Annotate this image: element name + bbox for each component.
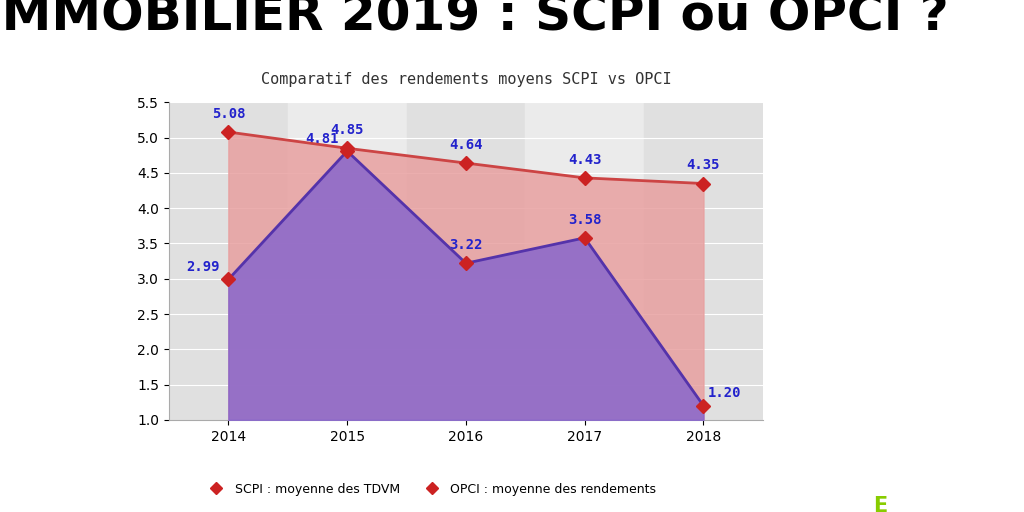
Text: 3.58: 3.58: [568, 212, 601, 227]
Text: 4.35: 4.35: [687, 158, 720, 173]
Text: 4.81: 4.81: [305, 132, 339, 145]
Bar: [525, 102, 644, 420]
Text: IMMOBILIER 2019 : SCPI ou OPCI ?: IMMOBILIER 2019 : SCPI ou OPCI ?: [0, 0, 949, 41]
Text: de: de: [794, 494, 812, 509]
Bar: [644, 102, 763, 420]
Text: 2.99: 2.99: [186, 260, 220, 274]
Text: Comparatif des rendements moyens SCPI vs OPCI: Comparatif des rendements moyens SCPI vs…: [260, 72, 672, 87]
Text: 3.22: 3.22: [450, 238, 482, 252]
Text: PARGNE: PARGNE: [899, 496, 993, 512]
Legend: SCPI : moyenne des TDVM, OPCI : moyenne des rendements: SCPI : moyenne des TDVM, OPCI : moyenne …: [199, 478, 662, 501]
Text: FranceTransactions.com: FranceTransactions.com: [911, 474, 995, 480]
Text: 1.20: 1.20: [708, 386, 741, 400]
Bar: [169, 102, 288, 420]
Bar: [288, 102, 407, 420]
Text: 4.43: 4.43: [568, 153, 601, 167]
Text: E: E: [873, 496, 888, 512]
Text: INDEPENDANT: INDEPENDANT: [794, 478, 906, 492]
Bar: [407, 102, 525, 420]
Text: 4.85: 4.85: [331, 123, 364, 137]
Text: 4.64: 4.64: [450, 138, 482, 152]
Text: 5.08: 5.08: [212, 107, 245, 121]
Text: le: le: [803, 438, 813, 449]
Text: Guide: Guide: [799, 457, 889, 484]
Text: L': L': [844, 496, 863, 512]
